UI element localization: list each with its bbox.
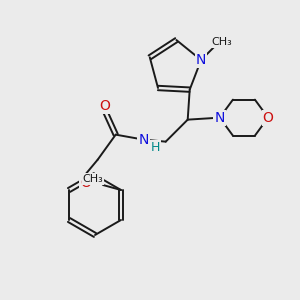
Text: N: N <box>139 133 149 147</box>
Text: H: H <box>151 141 160 154</box>
Text: N: N <box>196 53 206 67</box>
Text: O: O <box>80 176 91 190</box>
Text: CH₃: CH₃ <box>82 174 103 184</box>
Text: N: N <box>214 111 225 124</box>
Text: CH₃: CH₃ <box>212 37 232 47</box>
Text: O: O <box>99 99 110 112</box>
Text: O: O <box>263 111 274 124</box>
